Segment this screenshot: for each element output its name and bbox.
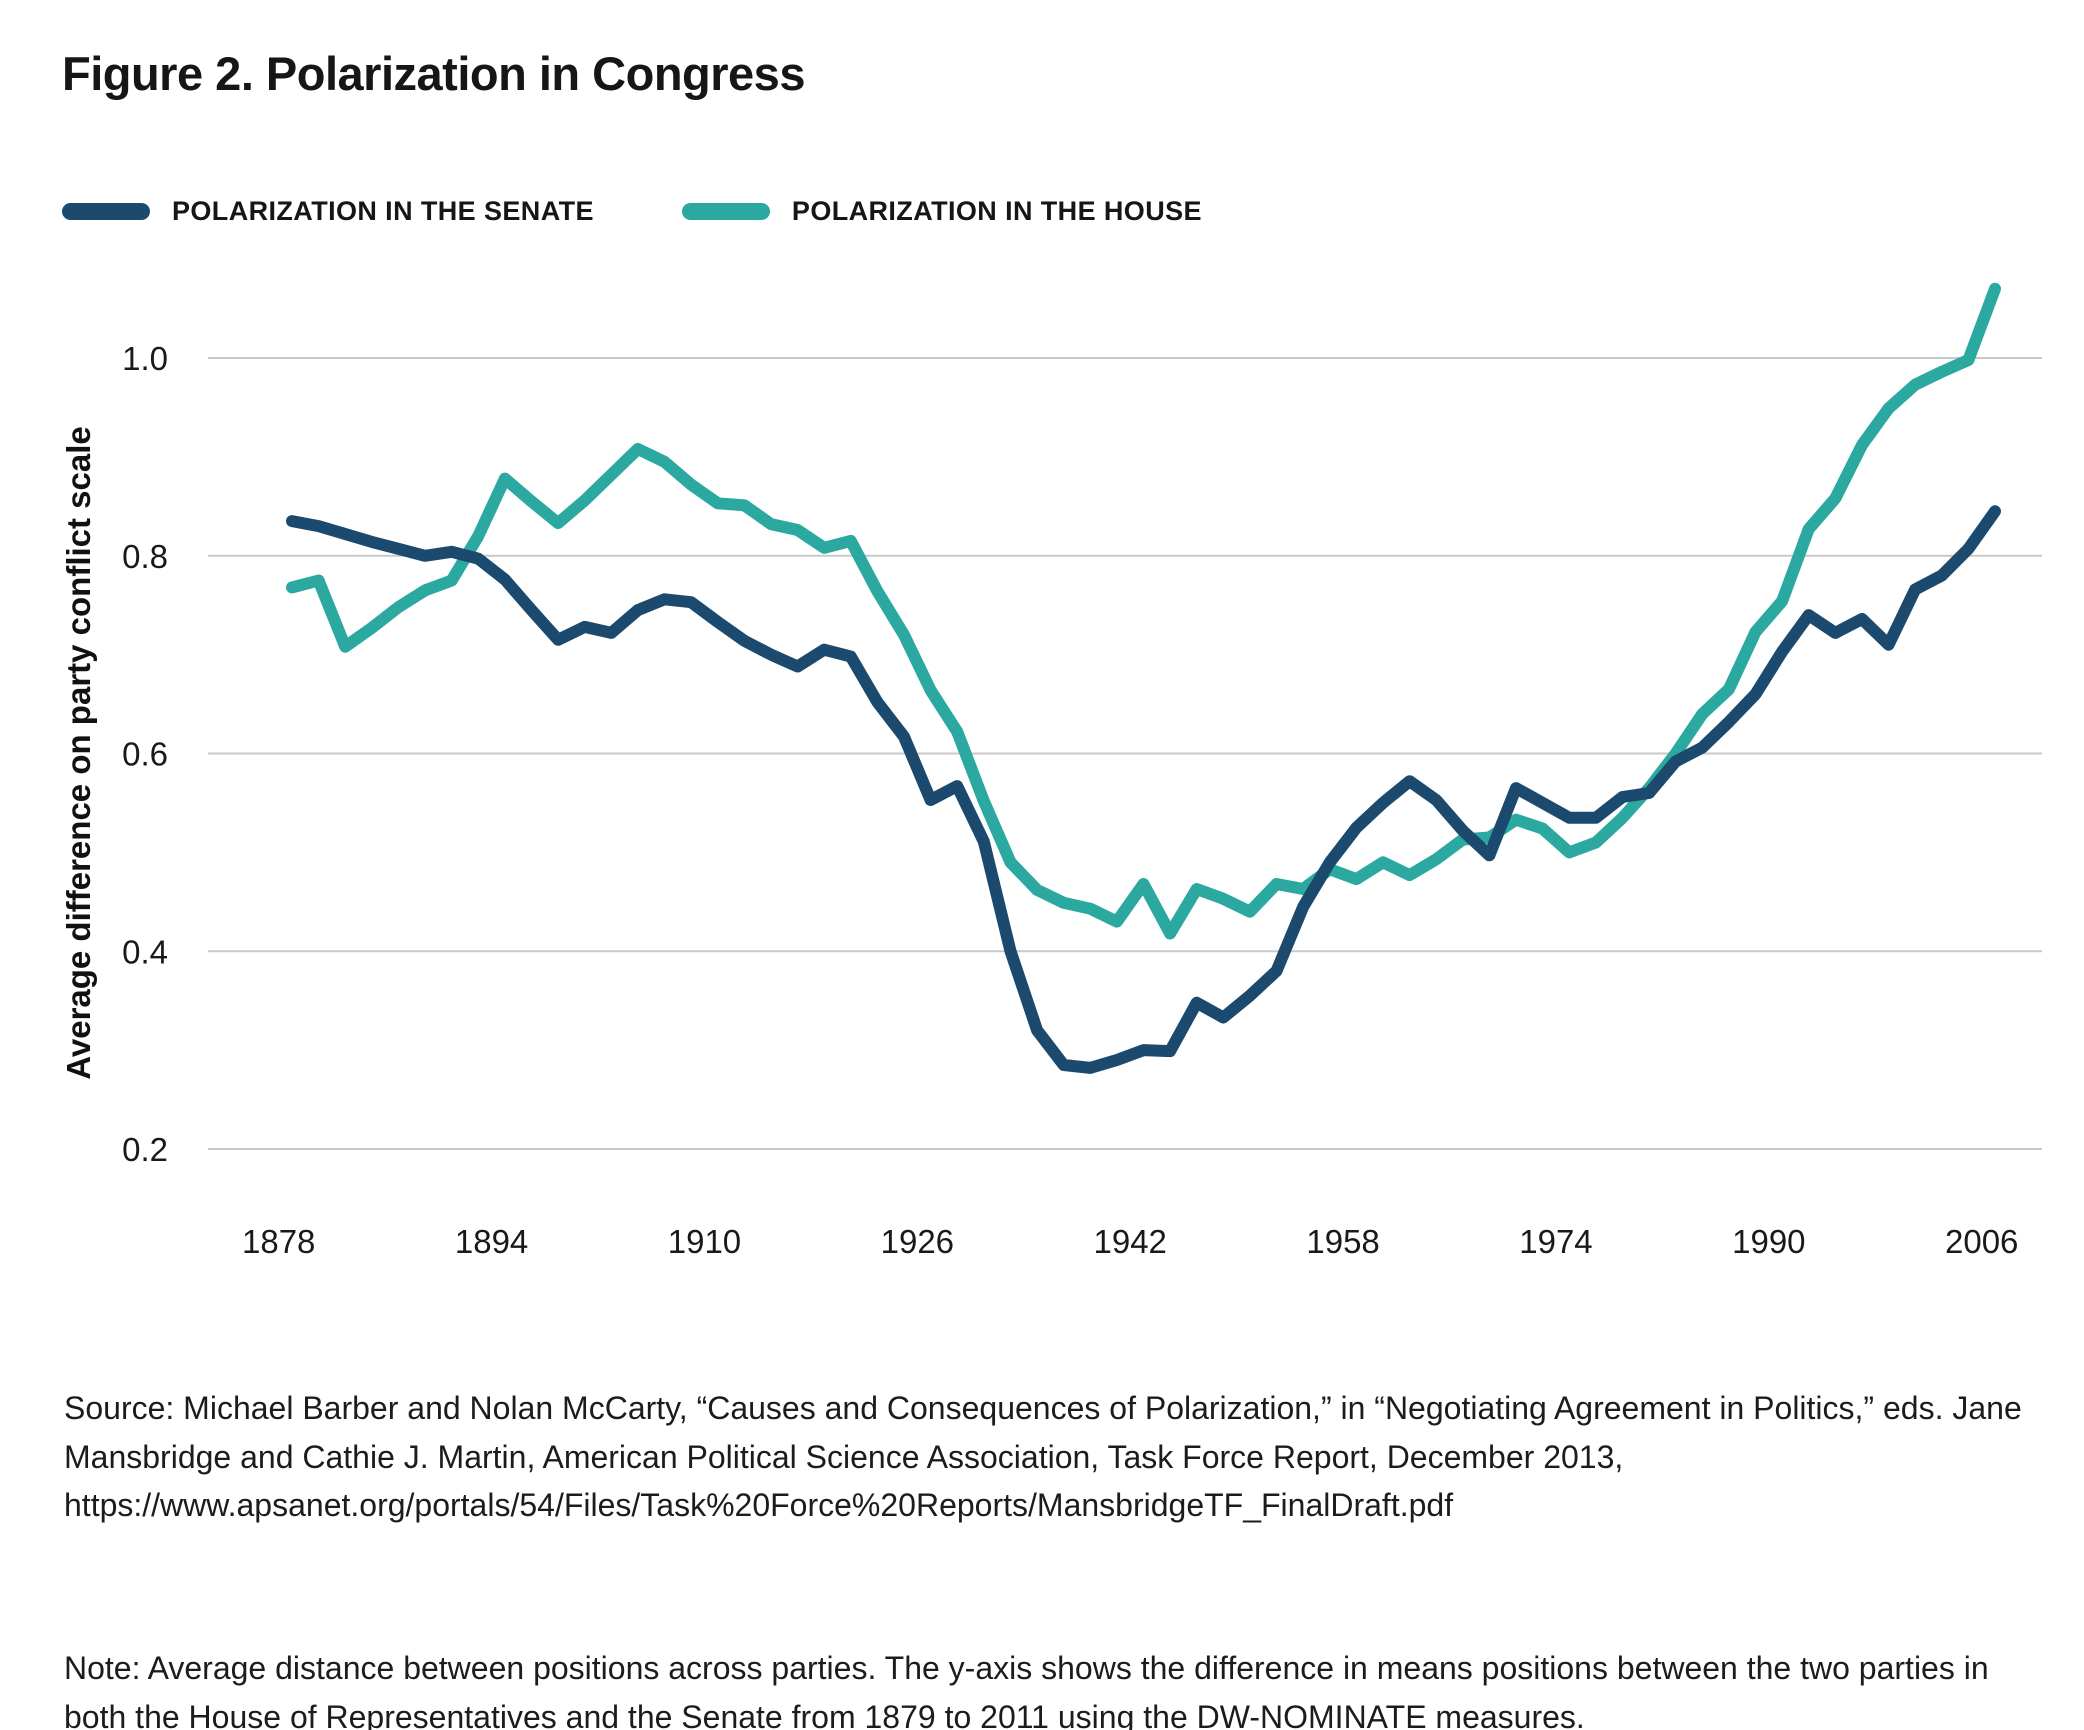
x-tick-label: 1894 (455, 1223, 528, 1260)
legend-item-senate: POLARIZATION IN THE SENATE (62, 196, 594, 227)
x-tick-label: 1926 (881, 1223, 954, 1260)
legend-label-house: POLARIZATION IN THE HOUSE (791, 196, 1202, 226)
x-tick-label: 1958 (1306, 1223, 1379, 1260)
x-tick-label: 1974 (1519, 1223, 1592, 1260)
legend: POLARIZATION IN THE SENATE POLARIZATION … (62, 196, 1202, 227)
note-text: Note: Average distance between positions… (64, 1650, 1989, 1730)
legend-item-house: POLARIZATION IN THE HOUSE (681, 196, 1202, 227)
legend-label-senate: POLARIZATION IN THE SENATE (172, 196, 594, 226)
y-tick-label: 1.0 (122, 340, 168, 377)
x-tick-label: 2006 (1945, 1223, 2018, 1260)
y-tick-label: 0.4 (122, 933, 168, 970)
y-tick-label: 0.2 (122, 1131, 168, 1168)
house-line (286, 282, 2001, 940)
y-tick-label: 0.8 (122, 538, 168, 575)
y-axis-title: Average difference on party conflict sca… (60, 426, 97, 1080)
x-tick-label: 1878 (242, 1223, 315, 1260)
x-tick-label: 1910 (668, 1223, 741, 1260)
x-tick-label: 1942 (1093, 1223, 1166, 1260)
house-line-swatch-icon (681, 203, 770, 220)
source-text: Source: Michael Barber and Nolan McCarty… (64, 1390, 2022, 1524)
senate-line-swatch-icon (62, 203, 150, 220)
figure-title: Figure 2. Polarization in Congress (62, 47, 805, 100)
senate-line (286, 505, 2001, 1074)
x-tick-label: 1990 (1732, 1223, 1805, 1260)
y-tick-label: 0.6 (122, 736, 168, 773)
